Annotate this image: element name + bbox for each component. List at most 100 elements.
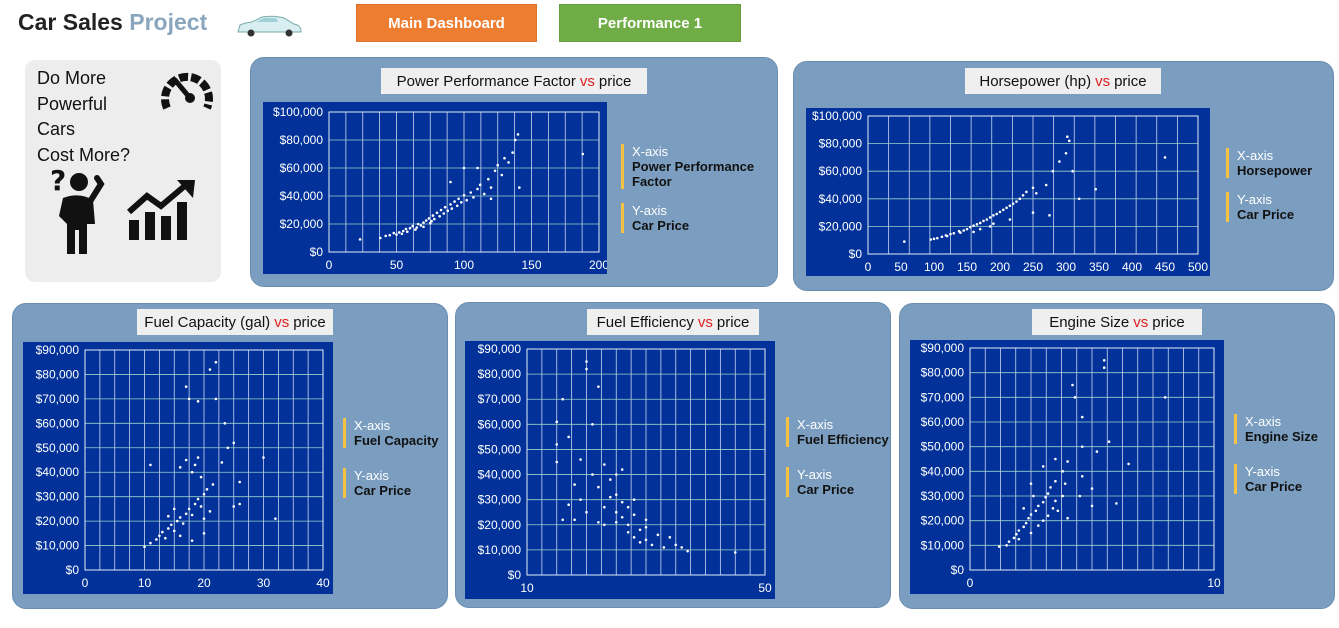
- scatter-point: [232, 505, 236, 508]
- scatter-point: [1024, 521, 1028, 525]
- scatter-point: [733, 551, 737, 554]
- scatter-point: [190, 513, 194, 517]
- x-tick-label: 10: [1207, 576, 1221, 590]
- plot-border: [328, 111, 600, 253]
- x-axis-value: Power Performance Factor: [632, 159, 755, 189]
- scatter-point: [496, 163, 500, 167]
- scatter-point: [397, 231, 401, 234]
- scatter-point: [1005, 544, 1008, 547]
- scatter-point: [181, 522, 185, 525]
- x-tick-label: 300: [1056, 260, 1076, 274]
- x-tick-label: 40: [316, 576, 330, 590]
- scatter-point: [1015, 200, 1018, 203]
- scatter-point: [1044, 495, 1047, 499]
- scatter-point: [644, 518, 648, 522]
- scatter-point: [1051, 169, 1055, 173]
- scatter-point: [516, 133, 520, 136]
- y-tick-label: $40,000: [280, 189, 324, 203]
- scatter-point: [626, 523, 630, 527]
- y-tick-label: $80,000: [478, 367, 522, 381]
- scatter-point: [392, 231, 396, 235]
- y-tick-label: $30,000: [921, 489, 965, 503]
- performance-1-button[interactable]: Performance 1: [559, 4, 741, 42]
- y-tick-label: $70,000: [478, 392, 522, 406]
- scatter-point: [972, 224, 975, 228]
- question-line: Powerful Cars: [37, 93, 108, 140]
- scatter-point: [431, 214, 435, 217]
- scatter-point: [626, 531, 630, 534]
- scatter-point: [1041, 465, 1045, 468]
- scatter-point: [158, 534, 161, 538]
- scatter-point: [952, 232, 956, 235]
- scatter-point: [430, 219, 433, 223]
- y-axis-label: Y-axis: [1245, 464, 1280, 479]
- fuel-efficiency-panel: Fuel Efficiency vs price $0 $10,000 $20,00…: [455, 302, 891, 608]
- scatter-point: [638, 528, 642, 532]
- scatter-point: [978, 227, 982, 231]
- scatter-point: [199, 505, 203, 508]
- chart-title: Horsepower (hp) vs price: [965, 68, 1161, 94]
- scatter-point: [614, 473, 618, 476]
- scatter-point: [1061, 470, 1065, 473]
- scatter-point: [211, 483, 215, 486]
- scatter-point: [172, 529, 176, 533]
- scatter-point: [975, 223, 979, 226]
- y-axis-value: Car Price: [1237, 207, 1295, 222]
- scatter-point: [462, 166, 466, 170]
- scatter-point: [1012, 536, 1016, 540]
- scatter-point: [936, 236, 939, 240]
- scatter-point: [656, 533, 660, 537]
- scatter-point: [626, 505, 630, 509]
- scatter-point: [932, 237, 936, 241]
- y-tick-label: $30,000: [36, 490, 80, 504]
- scatter-point: [561, 397, 564, 401]
- scatter-point: [674, 543, 678, 547]
- scatter-point: [489, 186, 493, 189]
- scatter-point: [424, 219, 428, 222]
- scatter-point: [585, 510, 588, 514]
- y-tick-label: $60,000: [478, 417, 522, 431]
- scatter-point: [202, 532, 206, 535]
- scatter-point: [453, 200, 456, 203]
- title-part-1: Car Sales: [18, 9, 123, 35]
- scatter-point: [992, 214, 995, 217]
- scatter-point: [632, 513, 636, 517]
- scatter-point: [998, 210, 1002, 214]
- scatter-point: [514, 138, 517, 142]
- chart-title-vs: vs: [697, 313, 713, 331]
- y-axis-value: Car Price: [797, 482, 855, 497]
- scatter-point: [1021, 194, 1025, 197]
- scatter-point: [965, 227, 969, 231]
- y-tick-label: $90,000: [478, 342, 522, 356]
- y-axis-label: Y-axis: [632, 203, 667, 218]
- scatter-point: [1008, 204, 1012, 207]
- main-dashboard-button[interactable]: Main Dashboard: [356, 4, 537, 42]
- x-tick-label: 350: [1089, 260, 1109, 274]
- scatter-point: [401, 229, 405, 233]
- scatter-point: [487, 177, 490, 181]
- scatter-point: [442, 212, 446, 215]
- y-tick-label: $30,000: [478, 493, 522, 507]
- scatter-point: [178, 516, 182, 519]
- scatter-point: [435, 211, 439, 215]
- y-tick-label: $80,000: [921, 366, 965, 380]
- fuel-capacity-scatter-chart: $0 $10,000 $20,000 $30,000 $40,000 $50,000 $60…: [36, 343, 330, 590]
- fuel-capacity-panel: Fuel Capacity (gal) vs price $0 $10,000 $2…: [12, 303, 448, 609]
- scatter-point: [422, 221, 425, 224]
- scatter-point: [1078, 494, 1082, 498]
- horsepower-panel: Horsepower (hp) vs price $0 $20,000 $40,00…: [793, 61, 1334, 291]
- y-tick-label: $60,000: [36, 416, 80, 430]
- scatter-point: [388, 233, 392, 237]
- scatter-point: [962, 229, 965, 232]
- scatter-point: [585, 360, 588, 363]
- y-tick-label: $0: [310, 245, 324, 259]
- title-part-2: Project: [129, 9, 208, 35]
- scatter-point: [1032, 494, 1035, 498]
- scatter-point: [1022, 507, 1025, 510]
- scatter-point: [384, 234, 387, 238]
- scatter-point: [567, 435, 570, 439]
- x-tick-label: 50: [390, 258, 404, 272]
- scatter-point: [1071, 383, 1074, 387]
- scatter-point: [1029, 531, 1033, 535]
- scatter-point: [1054, 457, 1057, 461]
